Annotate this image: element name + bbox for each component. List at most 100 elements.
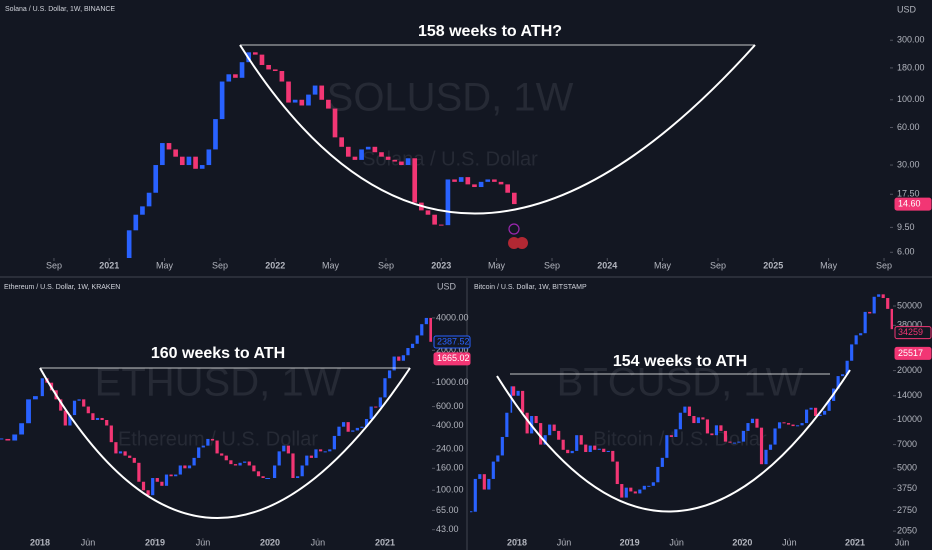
x-tick-label: 2020 bbox=[732, 537, 752, 547]
x-tick-label: 2019 bbox=[620, 537, 640, 547]
candle bbox=[392, 356, 396, 371]
candle bbox=[186, 156, 192, 166]
candle bbox=[399, 161, 404, 166]
candle bbox=[687, 406, 691, 417]
candle bbox=[877, 294, 881, 297]
candle bbox=[374, 406, 378, 408]
y-tick-label: 100.00 bbox=[436, 485, 464, 495]
candle bbox=[800, 423, 804, 426]
candle bbox=[72, 400, 77, 416]
candle bbox=[224, 455, 228, 461]
chart-title: Solana / U.S. Dollar, 1W, BINANCE bbox=[5, 6, 115, 13]
y-tick-label: 4000.00 bbox=[436, 312, 469, 322]
candle bbox=[33, 396, 38, 400]
watermark: BTCUSD, 1W bbox=[557, 361, 804, 405]
x-tick-label: Sep bbox=[378, 260, 394, 270]
candle bbox=[511, 192, 517, 205]
candle bbox=[173, 149, 178, 157]
candle bbox=[498, 181, 504, 185]
event-icon[interactable] bbox=[516, 237, 528, 249]
candle bbox=[570, 450, 574, 454]
candle bbox=[233, 74, 238, 78]
candle bbox=[299, 99, 305, 106]
candle bbox=[552, 424, 556, 431]
candle bbox=[243, 461, 247, 463]
candle bbox=[305, 455, 309, 466]
event-icon[interactable] bbox=[508, 223, 520, 235]
price-label: 34259 bbox=[898, 327, 923, 337]
candle bbox=[759, 427, 764, 465]
candle bbox=[804, 409, 809, 424]
x-tick-label: Sep bbox=[46, 260, 62, 270]
candle bbox=[710, 433, 714, 436]
candle bbox=[256, 471, 261, 477]
candle bbox=[199, 165, 205, 169]
candle bbox=[306, 94, 311, 106]
candle bbox=[406, 348, 410, 356]
candle bbox=[166, 143, 172, 150]
candle bbox=[886, 298, 890, 309]
candle bbox=[516, 390, 520, 396]
candle bbox=[215, 440, 219, 454]
candle bbox=[692, 416, 696, 424]
candle bbox=[575, 435, 579, 451]
candle bbox=[746, 423, 750, 431]
event-icons bbox=[508, 223, 528, 249]
candle bbox=[500, 436, 504, 456]
candle bbox=[346, 422, 350, 432]
candle bbox=[633, 491, 637, 494]
price-label-box bbox=[894, 346, 932, 360]
candle bbox=[425, 210, 431, 215]
candle bbox=[95, 417, 100, 420]
y-tick-label: 17.50 bbox=[897, 189, 920, 199]
candle bbox=[505, 412, 509, 437]
y-tick-label: 2750 bbox=[897, 505, 917, 515]
candle bbox=[140, 206, 145, 215]
candle bbox=[534, 416, 538, 424]
candle bbox=[197, 447, 201, 458]
x-tick-label: 2021 bbox=[99, 260, 119, 270]
candle bbox=[624, 487, 628, 498]
candle bbox=[651, 482, 655, 486]
candle bbox=[355, 427, 359, 431]
candle bbox=[383, 378, 387, 398]
x-tick-label: May bbox=[156, 260, 174, 270]
candle bbox=[445, 179, 451, 226]
candle bbox=[491, 461, 495, 479]
y-tick-label: 300.00 bbox=[897, 35, 925, 45]
x-tick-label: 2018 bbox=[507, 537, 527, 547]
y-tick-label: 20000 bbox=[897, 365, 922, 375]
candle bbox=[239, 62, 245, 78]
y-tick-label: 30.00 bbox=[897, 159, 920, 169]
candle bbox=[259, 54, 265, 65]
candle bbox=[114, 442, 118, 454]
y-tick-label: 1000.00 bbox=[436, 377, 469, 387]
candle bbox=[458, 177, 464, 182]
axis-unit: USD bbox=[897, 4, 917, 14]
candle bbox=[174, 474, 178, 477]
candle bbox=[372, 146, 378, 153]
candle bbox=[505, 184, 510, 193]
candle bbox=[827, 400, 831, 411]
candle bbox=[63, 410, 67, 426]
candle bbox=[385, 156, 391, 160]
price-label: 1665.02 bbox=[437, 353, 470, 363]
candle bbox=[339, 137, 344, 147]
candle bbox=[282, 445, 286, 452]
candle bbox=[82, 399, 86, 407]
y-tick-label: 43.00 bbox=[436, 524, 459, 534]
candle bbox=[452, 179, 457, 182]
candle bbox=[579, 435, 583, 445]
candle bbox=[286, 81, 291, 103]
candle bbox=[859, 333, 863, 336]
candle bbox=[328, 449, 332, 452]
candle bbox=[525, 412, 529, 434]
candle bbox=[482, 474, 486, 490]
candle bbox=[105, 419, 109, 426]
candle bbox=[478, 474, 482, 479]
chart-title: Bitcoin / U.S. Dollar, 1W, BITSTAMP bbox=[474, 284, 587, 291]
candle bbox=[286, 445, 290, 454]
candle bbox=[401, 355, 405, 361]
x-tick-label: May bbox=[820, 260, 838, 270]
candle bbox=[737, 441, 741, 443]
